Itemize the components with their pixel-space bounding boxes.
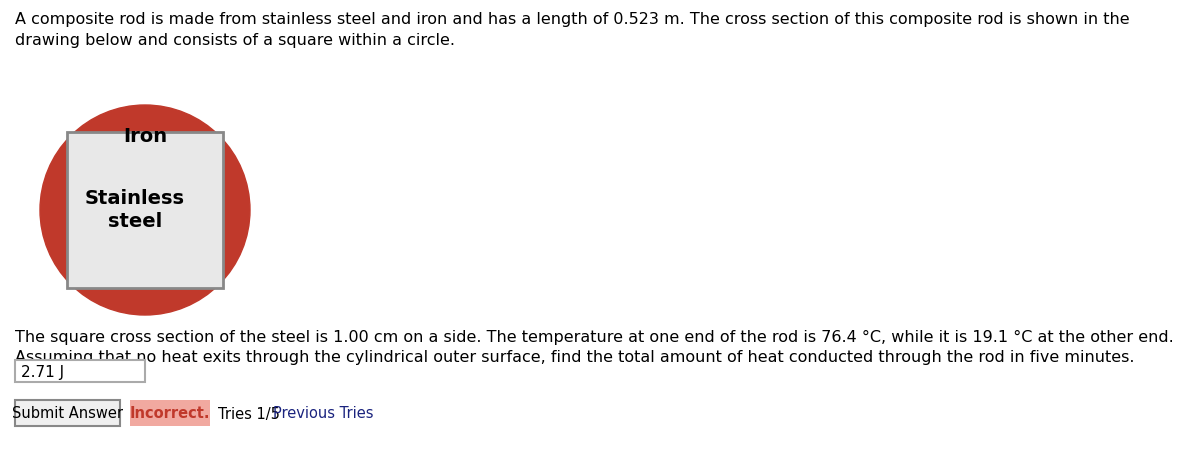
- Text: Incorrect.: Incorrect.: [130, 407, 210, 421]
- Text: 2.71 J: 2.71 J: [22, 364, 64, 380]
- Text: Tries 1/5: Tries 1/5: [218, 407, 280, 421]
- FancyBboxPatch shape: [67, 132, 223, 288]
- Text: A composite rod is made from stainless steel and iron and has a length of 0.523 : A composite rod is made from stainless s…: [14, 12, 1129, 48]
- Circle shape: [40, 105, 250, 315]
- FancyBboxPatch shape: [14, 400, 120, 426]
- FancyBboxPatch shape: [130, 400, 210, 426]
- Text: The square cross section of the steel is 1.00 cm on a side. The temperature at o: The square cross section of the steel is…: [14, 330, 1174, 345]
- FancyBboxPatch shape: [14, 360, 145, 382]
- Text: Submit Answer: Submit Answer: [12, 407, 124, 421]
- Text: Previous Tries: Previous Tries: [274, 407, 373, 421]
- Text: Assuming that no heat exits through the cylindrical outer surface, find the tota: Assuming that no heat exits through the …: [14, 350, 1134, 365]
- Text: Iron: Iron: [122, 127, 167, 146]
- Text: Stainless
steel: Stainless steel: [85, 189, 185, 231]
